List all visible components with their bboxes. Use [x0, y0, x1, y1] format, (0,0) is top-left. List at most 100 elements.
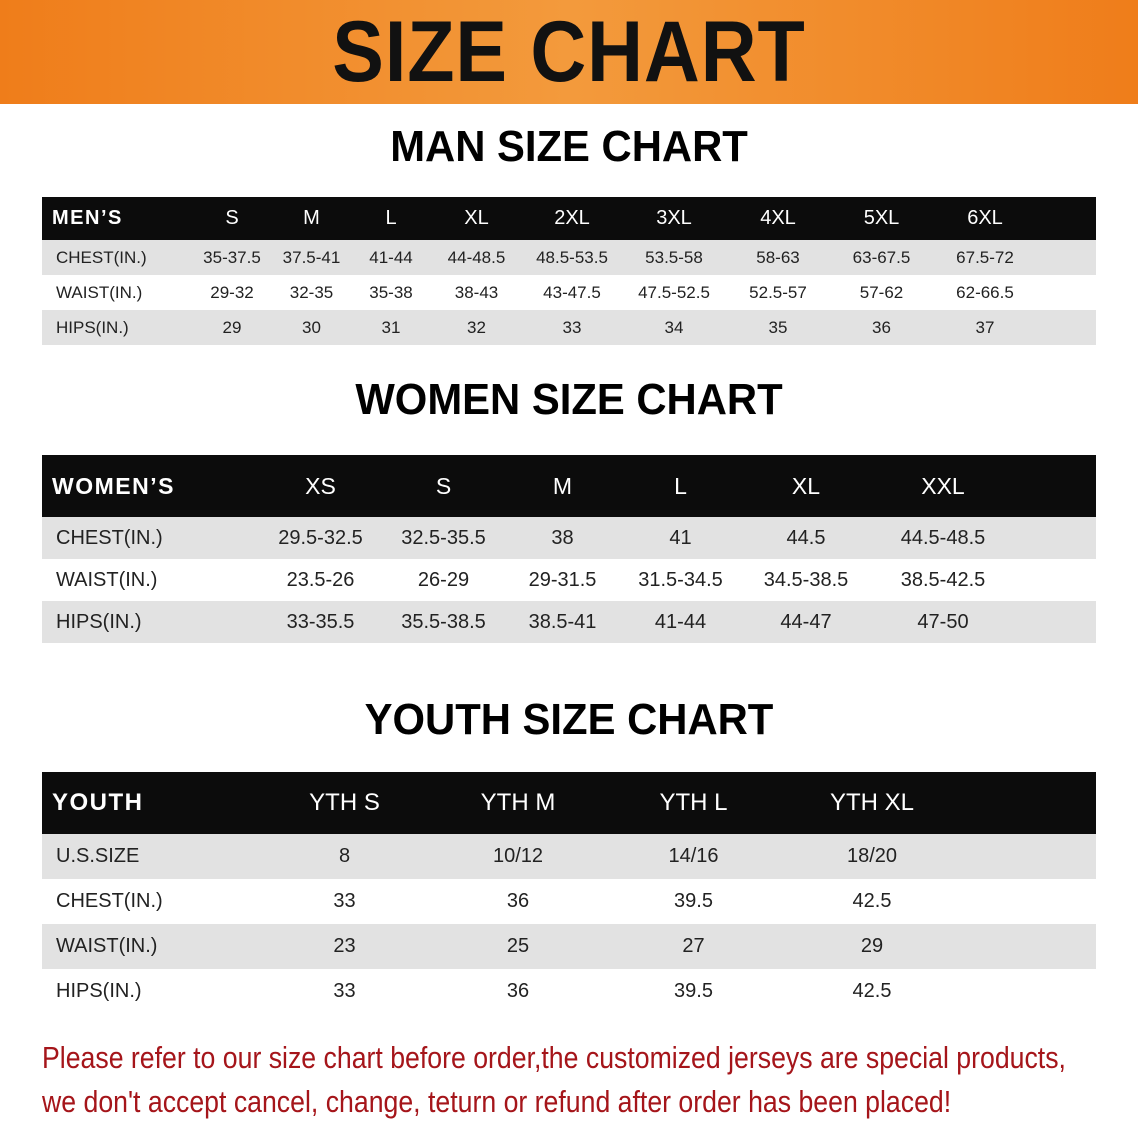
row-label: U.S.SIZE	[42, 834, 258, 879]
notice-line-2: we don't accept cancel, change, teturn o…	[42, 1084, 952, 1119]
measurement-cell: 34.5-38.5	[740, 559, 872, 601]
youth-section-title: YOUTH SIZE CHART	[364, 695, 774, 744]
measurement-cell: 38-43	[431, 275, 522, 310]
measurement-cell: 38.5-42.5	[872, 559, 1014, 601]
size-column-header: XL	[740, 455, 872, 517]
row-label: CHEST(IN.)	[42, 240, 192, 275]
table-row: WAIST(IN.) 23.5-26 26-29 29-31.5 31.5-34.5 34…	[42, 559, 1096, 601]
size-column-header: YTH S	[258, 772, 431, 834]
measurement-cell: 47.5-52.5	[622, 275, 726, 310]
measurement-cell: 29	[192, 310, 272, 345]
measurement-cell: 8	[258, 834, 431, 879]
size-column-header: XXL	[872, 455, 1014, 517]
size-column-header: YTH L	[605, 772, 782, 834]
size-column-header: 2XL	[522, 197, 622, 240]
empty-cell	[962, 969, 1096, 1014]
table-row: CHEST(IN.) 35-37.5 37.5-41 41-44 44-48.5 48.5…	[42, 240, 1096, 275]
table-row: HIPS(IN.) 33-35.5 35.5-38.5 38.5-41 41-44 44-…	[42, 601, 1096, 643]
empty-cell	[1037, 310, 1096, 345]
measurement-cell: 23	[258, 924, 431, 969]
measurement-cell: 37	[933, 310, 1037, 345]
row-label: CHEST(IN.)	[42, 517, 258, 559]
size-column-header: S	[383, 455, 504, 517]
measurement-cell: 67.5-72	[933, 240, 1037, 275]
size-column-header: M	[504, 455, 621, 517]
measurement-cell: 35-37.5	[192, 240, 272, 275]
men-section-title: MAN SIZE CHART	[390, 122, 748, 171]
measurement-cell: 32.5-35.5	[383, 517, 504, 559]
notice-line-1: Please refer to our size chart before or…	[42, 1040, 1066, 1075]
women-header-row: WOMEN’S XS S M L XL XXL	[42, 455, 1096, 517]
women-section-title: WOMEN SIZE CHART	[355, 375, 783, 424]
women-size-table: WOMEN’S XS S M L XL XXL CHEST(IN.) 29.5-32.5 32.5…	[42, 455, 1096, 643]
measurement-cell: 41-44	[621, 601, 740, 643]
measurement-cell: 29.5-32.5	[258, 517, 383, 559]
row-label: HIPS(IN.)	[42, 310, 192, 345]
measurement-cell: 38	[504, 517, 621, 559]
row-label: HIPS(IN.)	[42, 969, 258, 1014]
youth-size-table: YOUTH YTH S YTH M YTH L YTH XL U.S.SIZE 8 10/12…	[42, 772, 1096, 1014]
size-column-header: 6XL	[933, 197, 1037, 240]
empty-header-cell	[962, 772, 1096, 834]
measurement-cell: 35	[726, 310, 830, 345]
women-header-label: WOMEN’S	[42, 455, 258, 517]
measurement-cell: 57-62	[830, 275, 933, 310]
measurement-cell: 35-38	[351, 275, 431, 310]
size-column-header: 3XL	[622, 197, 726, 240]
measurement-cell: 33	[258, 969, 431, 1014]
measurement-cell: 27	[605, 924, 782, 969]
measurement-cell: 62-66.5	[933, 275, 1037, 310]
row-label: HIPS(IN.)	[42, 601, 258, 643]
youth-header-row: YOUTH YTH S YTH M YTH L YTH XL	[42, 772, 1096, 834]
size-column-header: L	[351, 197, 431, 240]
table-row: CHEST(IN.) 33 36 39.5 42.5	[42, 879, 1096, 924]
measurement-cell: 44.5-48.5	[872, 517, 1014, 559]
empty-cell	[1014, 559, 1096, 601]
measurement-cell: 14/16	[605, 834, 782, 879]
measurement-cell: 34	[622, 310, 726, 345]
measurement-cell: 32-35	[272, 275, 351, 310]
measurement-cell: 44-47	[740, 601, 872, 643]
measurement-cell: 32	[431, 310, 522, 345]
measurement-cell: 36	[431, 969, 605, 1014]
empty-cell	[962, 924, 1096, 969]
table-row: HIPS(IN.) 29 30 31 32 33 34 35 36 37	[42, 310, 1096, 345]
measurement-cell: 23.5-26	[258, 559, 383, 601]
measurement-cell: 29-31.5	[504, 559, 621, 601]
row-label: CHEST(IN.)	[42, 879, 258, 924]
table-row: WAIST(IN.) 29-32 32-35 35-38 38-43 43-47.5 47.…	[42, 275, 1096, 310]
table-row: U.S.SIZE 8 10/12 14/16 18/20	[42, 834, 1096, 879]
measurement-cell: 30	[272, 310, 351, 345]
measurement-cell: 43-47.5	[522, 275, 622, 310]
measurement-cell: 47-50	[872, 601, 1014, 643]
empty-cell	[962, 879, 1096, 924]
measurement-cell: 35.5-38.5	[383, 601, 504, 643]
banner-title: SIZE CHART	[332, 3, 806, 100]
size-column-header: XS	[258, 455, 383, 517]
measurement-cell: 33	[522, 310, 622, 345]
size-column-header: XL	[431, 197, 522, 240]
measurement-cell: 39.5	[605, 879, 782, 924]
measurement-cell: 36	[431, 879, 605, 924]
row-label: WAIST(IN.)	[42, 924, 258, 969]
size-column-header: S	[192, 197, 272, 240]
measurement-cell: 36	[830, 310, 933, 345]
size-column-header: 5XL	[830, 197, 933, 240]
measurement-cell: 48.5-53.5	[522, 240, 622, 275]
measurement-cell: 31	[351, 310, 431, 345]
measurement-cell: 29-32	[192, 275, 272, 310]
empty-cell	[1037, 240, 1096, 275]
order-notice: Please refer to our size chart before or…	[42, 1036, 1066, 1124]
measurement-cell: 39.5	[605, 969, 782, 1014]
measurement-cell: 25	[431, 924, 605, 969]
size-column-header: 4XL	[726, 197, 830, 240]
empty-cell	[1037, 275, 1096, 310]
measurement-cell: 53.5-58	[622, 240, 726, 275]
table-row: HIPS(IN.) 33 36 39.5 42.5	[42, 969, 1096, 1014]
size-column-header: YTH XL	[782, 772, 962, 834]
youth-header-label: YOUTH	[42, 772, 258, 834]
men-size-table: MEN’S S M L XL 2XL 3XL 4XL 5XL 6XL CHEST(IN.) 35-37…	[42, 197, 1096, 345]
men-header-row: MEN’S S M L XL 2XL 3XL 4XL 5XL 6XL	[42, 197, 1096, 240]
measurement-cell: 63-67.5	[830, 240, 933, 275]
measurement-cell: 37.5-41	[272, 240, 351, 275]
